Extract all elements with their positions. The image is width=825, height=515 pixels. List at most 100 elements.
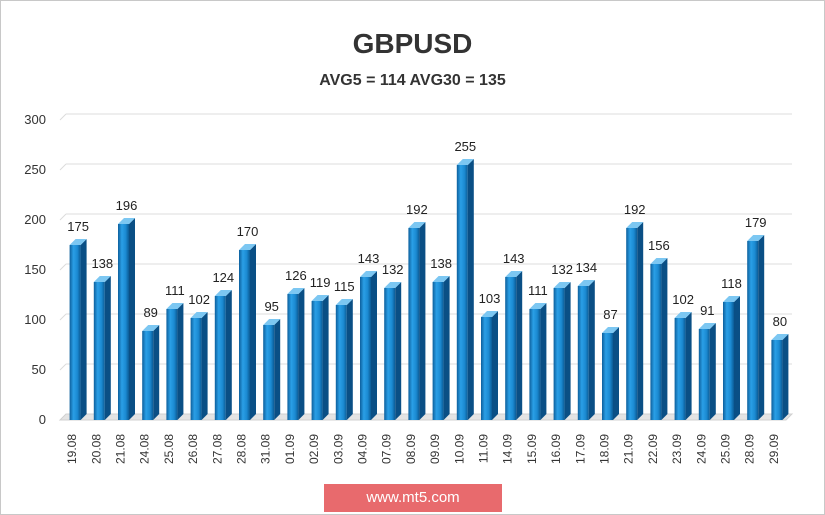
data-label: 111 [528,283,548,298]
bar-front [384,288,396,420]
x-tick-label: 20.08 [89,434,103,464]
bar-side [588,280,595,420]
bar-top [142,325,160,331]
bar-side [734,296,740,420]
bar-top [747,235,765,241]
bar-side [758,235,765,420]
bar-side [709,323,716,420]
bar-side [661,258,668,420]
x-tick-label: 28.09 [743,434,757,464]
data-label: 138 [430,256,452,271]
gridline-depth [59,163,67,171]
bar-side [346,299,353,420]
bar-front [118,224,129,420]
x-axis: 19.08 20.08 21.08 24.08 25.08 26.08 27.08 28.08… [65,434,781,464]
x-tick-label: 09.09 [428,434,442,464]
bar-side [685,312,692,420]
bar [723,296,740,420]
bar [456,159,474,420]
bar-front [190,318,202,420]
bar-top [602,327,619,333]
x-tick-label: 31.08 [259,434,273,464]
bar-top [69,239,87,245]
bar-front [239,250,250,420]
data-label: 102 [188,292,210,307]
bar [335,299,353,420]
bar-side [371,271,377,420]
x-tick-label: 04.09 [356,434,370,464]
bar-top [360,271,377,277]
bar-front [698,329,710,420]
bar-top [505,271,523,277]
bars [69,159,789,420]
gridline-depth [59,363,67,371]
bar [481,311,498,420]
bar-top [93,276,111,282]
data-label: 89 [143,305,157,320]
bar [69,239,87,420]
x-tick-label: 15.09 [525,434,539,464]
bar-front [335,305,347,420]
x-tick-label: 19.08 [65,434,79,464]
bar-side [782,334,789,420]
bar-side [104,276,111,420]
bar-front [93,282,105,420]
y-tick-label: 200 [24,212,46,227]
x-tick-label: 25.09 [719,434,733,464]
bar-front [311,301,323,420]
data-label: 126 [285,268,307,283]
bar-side [492,311,498,420]
bar-side [322,295,329,420]
bar-side [443,276,450,420]
bar-top [384,282,402,288]
bar-side [540,303,547,420]
bar-side [250,244,256,420]
x-tick-label: 10.09 [452,434,466,464]
data-label: 255 [454,139,476,154]
x-tick-label: 17.09 [573,434,587,464]
website-banner[interactable]: www.mt5.com [324,484,502,512]
data-label: 102 [672,292,694,307]
bar-front [577,286,589,420]
y-tick-label: 300 [24,112,46,127]
bar-side [564,282,571,420]
bar-side [153,325,160,420]
x-tick-label: 02.09 [307,434,321,464]
bar [674,312,692,420]
x-tick-label: 16.09 [549,434,563,464]
gridline-depth [59,213,67,221]
data-label: 91 [700,303,714,318]
y-tick-label: 150 [24,262,46,277]
bar-side [201,312,208,420]
y-axis: 0 50 100 150 200 250 300 [24,112,46,427]
data-label: 156 [648,238,670,253]
bar-top [118,218,135,224]
data-label: 138 [91,256,113,271]
bar [553,282,571,420]
x-tick-label: 14.09 [501,434,515,464]
gridlines [59,113,792,371]
y-tick-label: 50 [32,362,46,377]
bar-side [225,290,232,420]
bar-top [263,319,281,325]
data-label: 103 [479,291,501,306]
bar-top [553,282,571,288]
bar-side [637,222,644,420]
bar-front [747,241,759,420]
bar-top [166,303,184,309]
x-tick-label: 27.08 [210,434,224,464]
bar-front [626,228,638,420]
bar-side [80,239,87,420]
x-tick-label: 01.09 [283,434,297,464]
bar [214,290,232,420]
data-label: 175 [67,219,89,234]
bar-front [456,165,468,420]
y-tick-label: 0 [39,412,46,427]
bar-side [274,319,281,420]
bar-top [239,244,256,250]
bar-front [723,302,734,420]
bar-front [650,264,662,420]
gridline-depth [59,313,67,321]
data-label: 143 [358,251,380,266]
